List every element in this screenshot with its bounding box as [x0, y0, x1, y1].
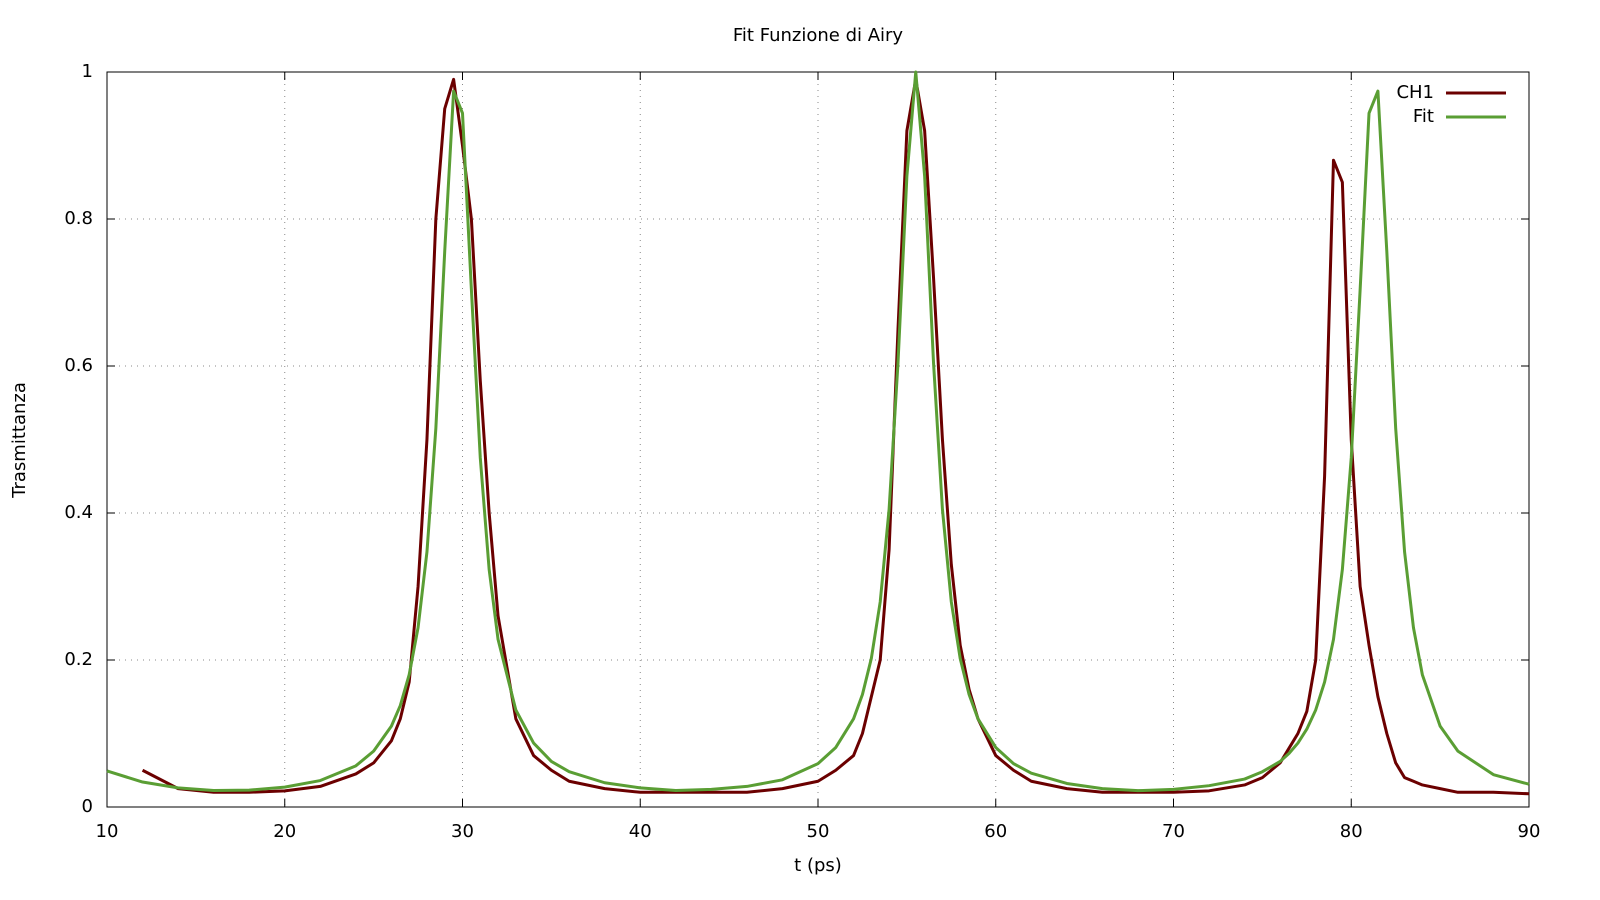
data-line [141, 77, 1530, 796]
x-tick-label: 10 [96, 821, 119, 842]
x-tick-label: 30 [451, 821, 474, 842]
y-axis-label: Trasmittanza [9, 382, 30, 499]
y-tick-label: 0 [82, 796, 93, 817]
y-tick-label: 0.2 [64, 649, 93, 670]
x-axis-label: t (ps) [794, 855, 842, 876]
legend-label: Fit [1413, 106, 1434, 127]
data-line [106, 70, 1530, 793]
legend-label: CH1 [1396, 82, 1434, 103]
x-tick-label: 50 [807, 821, 830, 842]
x-tick-label: 70 [1162, 821, 1185, 842]
x-tick-label: 90 [1518, 821, 1541, 842]
y-tick-label: 0.6 [64, 355, 93, 376]
x-tick-label: 40 [629, 821, 652, 842]
y-tick-label: 0.8 [64, 208, 93, 229]
y-tick-label: 1 [82, 61, 93, 82]
x-tick-label: 20 [273, 821, 296, 842]
plot-frame [106, 71, 1530, 808]
y-tick-label: 0.4 [64, 502, 93, 523]
x-tick-label: 80 [1340, 821, 1363, 842]
chart-title: Fit Funzione di Airy [733, 25, 904, 46]
x-tick-label: 60 [984, 821, 1007, 842]
